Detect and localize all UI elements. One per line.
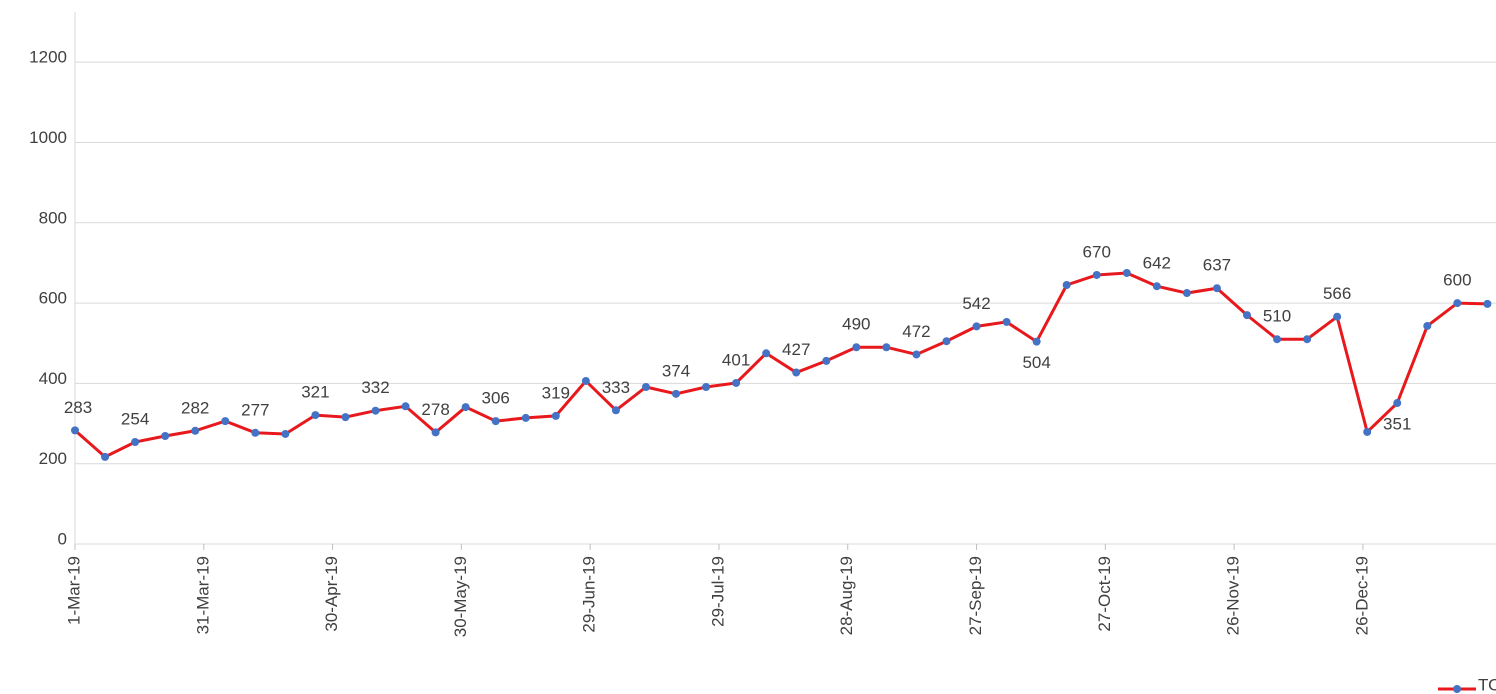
y-tick-label: 0 (58, 529, 67, 548)
x-tick-label: 30-May-19 (451, 556, 470, 637)
marker (792, 368, 801, 377)
marker (1423, 321, 1432, 330)
y-tick-label: 200 (39, 449, 67, 468)
y-tick-label: 800 (39, 208, 67, 227)
legend-marker (1453, 685, 1461, 693)
marker (371, 406, 380, 415)
x-tick-label: 27-Oct-19 (1095, 556, 1114, 632)
marker (1242, 311, 1251, 320)
marker (822, 356, 831, 365)
marker (221, 417, 230, 426)
marker (101, 452, 110, 461)
marker (1363, 427, 1372, 436)
x-tick-label: 26-Dec-19 (1352, 556, 1371, 635)
marker (641, 382, 650, 391)
marker (1032, 337, 1041, 346)
y-tick-label: 1200 (29, 48, 67, 67)
marker (431, 428, 440, 437)
y-tick-label: 600 (39, 289, 67, 308)
marker (251, 428, 260, 437)
data-label: 542 (962, 294, 990, 313)
data-label: 351 (1383, 415, 1411, 434)
data-label: 600 (1443, 271, 1471, 290)
marker (191, 426, 200, 435)
marker (1002, 317, 1011, 326)
marker (1122, 268, 1131, 277)
marker (71, 426, 79, 435)
y-tick-label: 1000 (29, 128, 67, 147)
x-tick-label: 27-Sep-19 (966, 556, 985, 635)
x-tick-label: 29-Jun-19 (580, 556, 599, 633)
marker (311, 411, 320, 420)
marker (1483, 299, 1492, 308)
data-label: 333 (602, 378, 630, 397)
x-tick-label: 29-Jul-19 (708, 556, 727, 627)
marker (461, 403, 470, 412)
data-label: 332 (361, 378, 389, 397)
data-label: 321 (301, 383, 329, 402)
marker (401, 402, 410, 411)
marker (161, 431, 170, 440)
data-label: 490 (842, 315, 870, 334)
marker (1062, 281, 1071, 290)
marker (521, 413, 530, 422)
marker (732, 378, 741, 387)
x-tick-label: 31-Mar-19 (193, 556, 212, 634)
marker (281, 429, 290, 438)
data-label: 472 (902, 322, 930, 341)
y-tick-label: 400 (39, 369, 67, 388)
x-tick-label: 26-Nov-19 (1224, 556, 1243, 635)
marker (491, 417, 500, 426)
data-label: 427 (782, 340, 810, 359)
marker (341, 413, 350, 422)
data-label: 401 (722, 350, 750, 369)
marker (581, 376, 590, 385)
marker (852, 343, 861, 352)
data-label: 504 (1022, 353, 1050, 372)
marker (1152, 282, 1161, 291)
data-label: 254 (121, 409, 149, 428)
x-tick-label: 30-Apr-19 (322, 556, 341, 632)
data-label: 510 (1263, 307, 1291, 326)
marker (1303, 335, 1312, 344)
data-label: 282 (181, 398, 209, 417)
marker (1453, 299, 1462, 308)
legend-label: TOTAL (1478, 675, 1496, 694)
marker (912, 350, 921, 359)
marker (1333, 312, 1342, 321)
marker (551, 411, 560, 420)
data-label: 306 (482, 389, 510, 408)
x-tick-label: 1-Mar-19 (64, 556, 83, 625)
data-label: 566 (1323, 284, 1351, 303)
marker (942, 337, 951, 346)
marker (1393, 399, 1402, 408)
marker (611, 406, 620, 415)
data-label: 278 (421, 400, 449, 419)
marker (882, 343, 891, 352)
data-label: 283 (64, 398, 92, 417)
marker (131, 438, 140, 447)
data-label: 637 (1203, 256, 1231, 275)
marker (1273, 335, 1282, 344)
marker (672, 389, 681, 398)
data-label: 670 (1083, 242, 1111, 261)
marker (1212, 284, 1221, 293)
data-label: 642 (1143, 254, 1171, 273)
data-label: 374 (662, 361, 690, 380)
marker (702, 382, 711, 391)
marker (972, 322, 981, 331)
series-line (74, 271, 1488, 459)
marker (1182, 289, 1191, 298)
data-label: 319 (542, 383, 570, 402)
marker (762, 349, 771, 358)
marker (1092, 270, 1101, 279)
x-tick-label: 28-Aug-19 (837, 556, 856, 635)
data-label: 277 (241, 400, 269, 419)
